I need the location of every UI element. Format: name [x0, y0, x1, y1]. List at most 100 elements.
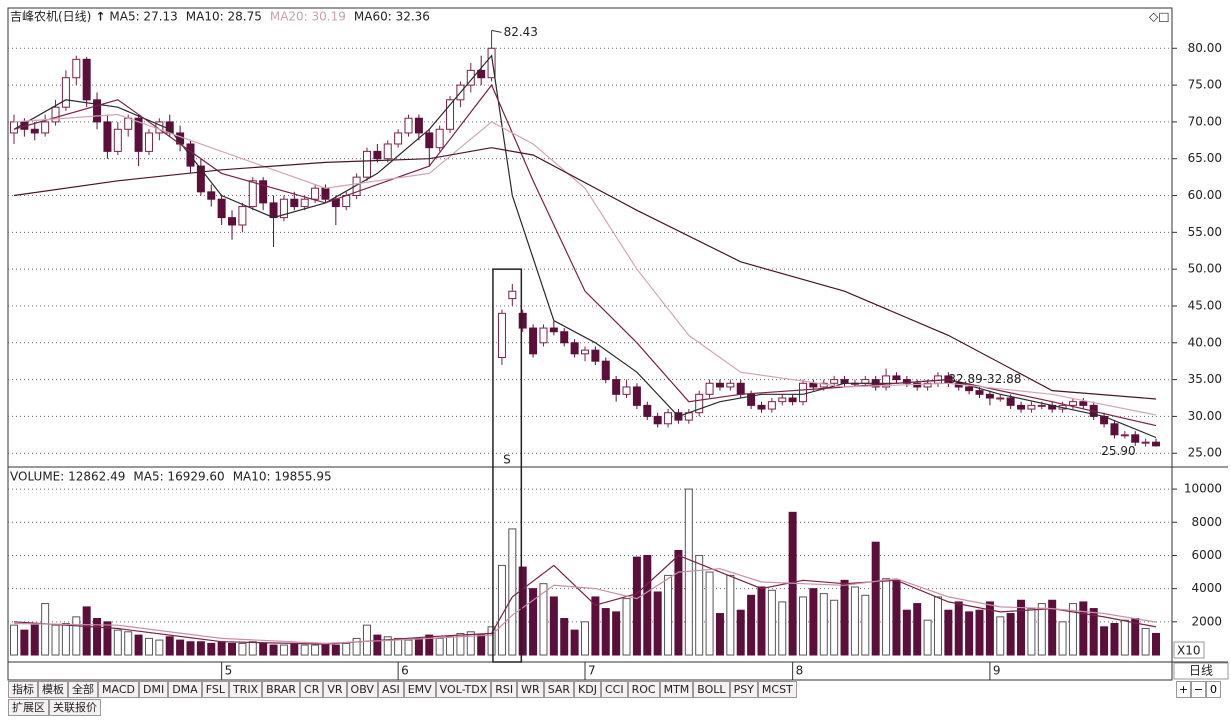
- candle-body: [497, 312, 506, 359]
- window-icons[interactable]: ◇□: [1149, 10, 1170, 24]
- volume-bar: [1027, 608, 1036, 656]
- candle-body: [1037, 404, 1046, 407]
- volume-bar: [985, 601, 994, 656]
- bottom-tab[interactable]: 扩展区: [8, 699, 49, 716]
- volume-bar: [902, 609, 911, 656]
- volume-bar: [674, 549, 683, 656]
- volume-bar: [259, 642, 268, 656]
- bottom-tab[interactable]: 关联报价: [49, 699, 101, 716]
- volume-bar: [923, 619, 932, 656]
- volume-bar: [207, 642, 216, 656]
- legend-entry: MA5: 27.13: [109, 10, 177, 24]
- candle-body: [653, 415, 662, 425]
- indicator-tab[interactable]: 模板: [38, 681, 68, 698]
- period-box[interactable]: [1173, 662, 1229, 680]
- legend-entry: MA10: 19855.95: [233, 470, 332, 484]
- indicator-tab[interactable]: 全部: [68, 681, 98, 698]
- volume-bar: [51, 624, 60, 656]
- indicator-tab[interactable]: FSL: [201, 681, 229, 698]
- candle-body: [290, 198, 299, 208]
- volume-bar: [715, 613, 724, 656]
- indicator-tab[interactable]: VOL-TDX: [435, 681, 492, 698]
- zoom-button[interactable]: 0: [1206, 681, 1221, 698]
- indicator-tab[interactable]: ASI: [377, 681, 404, 698]
- candle-body: [747, 393, 756, 406]
- zoom-button[interactable]: +: [1176, 681, 1191, 698]
- indicator-tab[interactable]: KDJ: [574, 681, 601, 698]
- candle-body: [591, 349, 600, 362]
- candle-body: [1027, 404, 1036, 410]
- candle-body: [487, 47, 496, 79]
- candle-body: [238, 206, 247, 226]
- indicator-tab[interactable]: WR: [517, 681, 544, 698]
- indicator-tab[interactable]: BOLL: [693, 681, 730, 698]
- candle-body: [1079, 401, 1088, 406]
- volume-bar: [93, 618, 102, 656]
- indicator-tab[interactable]: SAR: [543, 681, 575, 698]
- moving-average: [13, 113, 1157, 416]
- volume-bar: [882, 578, 891, 656]
- indicator-tab[interactable]: EMV: [403, 681, 436, 698]
- volume-bar: [653, 591, 662, 656]
- annotation: 82.43: [504, 25, 538, 39]
- volume-bar: [394, 637, 403, 656]
- candle-body: [529, 327, 538, 355]
- indicator-tab[interactable]: OBV: [346, 681, 378, 698]
- candle-body: [1131, 434, 1140, 443]
- candle-body: [394, 132, 403, 145]
- candle-body: [965, 386, 974, 392]
- indicator-tab[interactable]: CR: [300, 681, 324, 698]
- candle-body: [228, 217, 237, 226]
- y-tick-label: 30.00: [1188, 409, 1222, 423]
- indicator-tab[interactable]: DMI: [138, 681, 169, 698]
- volume-bar: [300, 644, 309, 656]
- candle-body: [144, 132, 153, 152]
- period[interactable]: 日线: [1189, 664, 1213, 678]
- candle-body: [726, 382, 735, 388]
- volume-bar: [321, 644, 330, 656]
- volume-bar: [155, 639, 164, 656]
- volume-bar: [643, 554, 652, 656]
- volume-bar: [954, 601, 963, 656]
- volume-bar: [414, 637, 423, 656]
- zoom-button[interactable]: −: [1191, 681, 1206, 698]
- indicator-tab[interactable]: TRIX: [228, 681, 263, 698]
- candle-body: [799, 382, 808, 403]
- candle-body: [539, 327, 548, 344]
- y-tick-label: 60.00: [1188, 188, 1222, 202]
- chart-title: 吉峰农机(日线): [10, 10, 91, 24]
- candle-body: [311, 187, 320, 200]
- candle-body: [560, 331, 569, 344]
- indicator-tab[interactable]: MCST: [757, 681, 797, 698]
- volume-bar: [134, 634, 143, 656]
- candle-body: [1152, 441, 1160, 447]
- candle-body: [518, 312, 527, 329]
- indicator-tab[interactable]: 指标: [8, 681, 38, 698]
- volume-bar: [487, 626, 496, 656]
- y-tick-label: 75.00: [1188, 78, 1222, 92]
- indicator-tab[interactable]: MTM: [659, 681, 694, 698]
- indicator-tab[interactable]: CCI: [600, 681, 628, 698]
- volume-bar: [290, 642, 299, 656]
- candle-body: [664, 412, 673, 425]
- indicator-tab[interactable]: DMA: [168, 681, 202, 698]
- indicator-tab[interactable]: ROC: [627, 681, 660, 698]
- candle-body: [705, 382, 714, 395]
- indicator-tab[interactable]: MACD: [98, 681, 139, 698]
- volume-bar: [601, 608, 610, 656]
- candle-body: [902, 379, 911, 384]
- volume-bar: [933, 596, 942, 656]
- x-tick-label: 8: [796, 664, 804, 678]
- candle-body: [1068, 401, 1077, 406]
- volume-bar: [497, 564, 506, 656]
- candle-body: [30, 128, 39, 134]
- legend-entry: MA10: 28.75: [186, 10, 262, 24]
- indicator-tab[interactable]: BRAR: [262, 681, 301, 698]
- indicator-tab[interactable]: RSI: [491, 681, 518, 698]
- indicator-tab[interactable]: VR: [323, 681, 347, 698]
- indicator-tab[interactable]: PSY: [729, 681, 758, 698]
- volume-bar: [311, 644, 320, 656]
- volume-bar: [446, 636, 455, 656]
- candle-body: [373, 150, 382, 160]
- volume-bar: [238, 642, 247, 656]
